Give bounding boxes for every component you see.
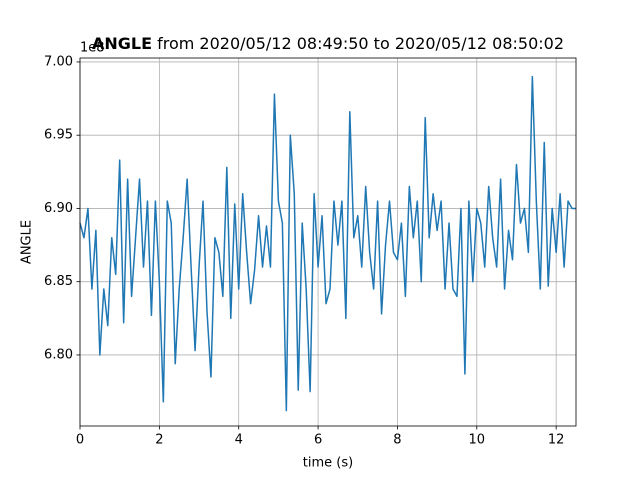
x-axis-label: time (s): [303, 456, 353, 471]
y-tick-label: 6.85: [44, 274, 73, 289]
x-tick-label: 10: [469, 433, 486, 448]
x-tick-label: 6: [314, 433, 322, 448]
data-line: [79, 75, 576, 412]
title-rest: from 2020/05/12 08:49:50 to 2020/05/12 0…: [157, 34, 564, 53]
y-tick-label: 6.95: [44, 128, 73, 143]
y-axis-label: ANGLE: [20, 220, 35, 264]
x-tick-label: 4: [235, 433, 243, 448]
y-tick-label: 7.00: [44, 54, 73, 69]
y-tick-label: 6.80: [44, 347, 73, 362]
x-tick-label: 8: [393, 433, 401, 448]
x-tick-label: 0: [76, 433, 84, 448]
x-tick-label: 12: [548, 433, 565, 448]
x-tick-label: 2: [155, 433, 163, 448]
plot-frame: [79, 57, 577, 427]
chart-title: ANGLE from 2020/05/12 08:49:50 to 2020/0…: [92, 34, 564, 53]
title-bold: ANGLE: [92, 34, 152, 53]
y-offset-text: 1e8: [80, 41, 105, 56]
y-tick-label: 6.90: [44, 201, 73, 216]
